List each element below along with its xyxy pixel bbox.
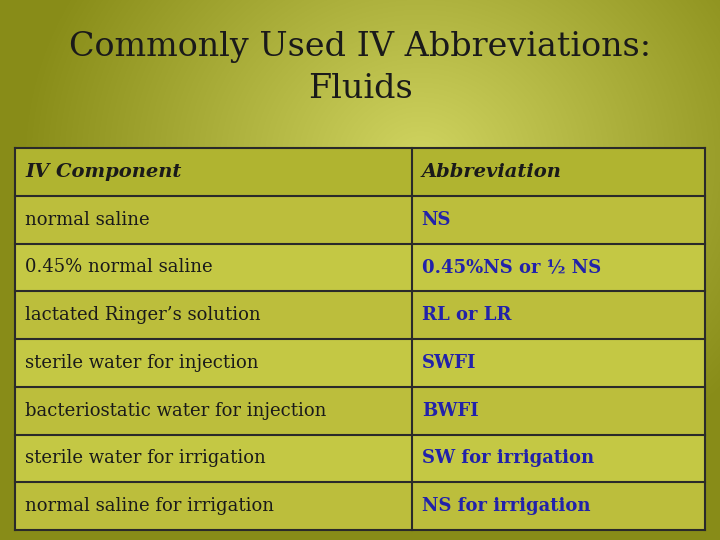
Bar — [15, 387, 705, 435]
Text: Abbreviation: Abbreviation — [422, 163, 562, 181]
Bar — [15, 435, 705, 482]
Bar — [15, 195, 705, 244]
Bar — [15, 482, 705, 530]
Text: Commonly Used IV Abbreviations:
Fluids: Commonly Used IV Abbreviations: Fluids — [69, 31, 651, 105]
Bar — [15, 291, 705, 339]
Bar — [15, 339, 705, 387]
Text: bacteriostatic water for injection: bacteriostatic water for injection — [25, 402, 326, 420]
Text: NS for irrigation: NS for irrigation — [422, 497, 590, 515]
Bar — [15, 148, 705, 195]
Text: 0.45%NS or ½ NS: 0.45%NS or ½ NS — [422, 258, 601, 276]
Bar — [15, 244, 705, 291]
Text: IV Component: IV Component — [25, 163, 181, 181]
Text: NS: NS — [422, 211, 451, 228]
Text: RL or LR: RL or LR — [422, 306, 511, 324]
Text: SW for irrigation: SW for irrigation — [422, 449, 594, 468]
Text: lactated Ringer’s solution: lactated Ringer’s solution — [25, 306, 261, 324]
Text: BWFI: BWFI — [422, 402, 479, 420]
Text: normal saline: normal saline — [25, 211, 150, 228]
Text: 0.45% normal saline: 0.45% normal saline — [25, 258, 212, 276]
Text: sterile water for injection: sterile water for injection — [25, 354, 258, 372]
Text: SWFI: SWFI — [422, 354, 476, 372]
Text: sterile water for irrigation: sterile water for irrigation — [25, 449, 266, 468]
Text: normal saline for irrigation: normal saline for irrigation — [25, 497, 274, 515]
